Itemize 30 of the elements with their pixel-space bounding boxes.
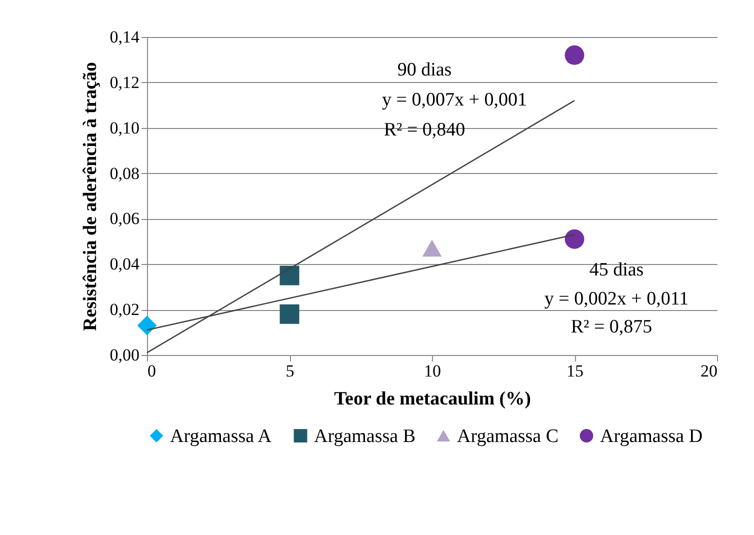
x-tick-label: 0: [148, 362, 156, 380]
y-tick-label: 0,14: [110, 28, 140, 46]
x-tick-label: 20: [700, 362, 718, 380]
annotation: R² = 0,875: [570, 316, 652, 338]
x-tick-label: 10: [424, 362, 441, 380]
y-tick-label: 0,12: [110, 72, 140, 92]
y-tick-label: 0,00: [110, 346, 140, 364]
x-tick-label: 5: [286, 362, 294, 380]
y-tick-label: 0,08: [110, 164, 140, 183]
annotation: y = 0,007x + 0,001: [382, 90, 527, 111]
point: [137, 316, 157, 336]
point: [564, 229, 584, 249]
point: [280, 304, 300, 324]
y-axis-title: Resistência de aderência à tração: [80, 62, 101, 332]
annotation: R² = 0,840: [384, 120, 466, 141]
x-tick-label: 15: [566, 362, 584, 380]
annotation: y = 0,002x + 0,011: [544, 288, 689, 310]
y-tick-label: 0,06: [110, 209, 140, 228]
y-tick-label: 0,04: [110, 254, 140, 274]
legend-label: Argamassa B: [314, 426, 416, 447]
legend-label: Argamassa D: [600, 426, 703, 447]
point: [564, 45, 584, 65]
annotation: 45 dias: [589, 260, 644, 281]
x-axis-title: Teor de metacaulim (%): [334, 388, 531, 410]
annotation: 90 dias: [397, 60, 452, 81]
point: [422, 240, 442, 257]
y-tick-label: 0,10: [110, 118, 140, 138]
y-tick-label: 0,02: [110, 300, 140, 320]
legend-label: Argamassa A: [170, 426, 272, 447]
legend-label: Argamassa C: [457, 426, 558, 447]
